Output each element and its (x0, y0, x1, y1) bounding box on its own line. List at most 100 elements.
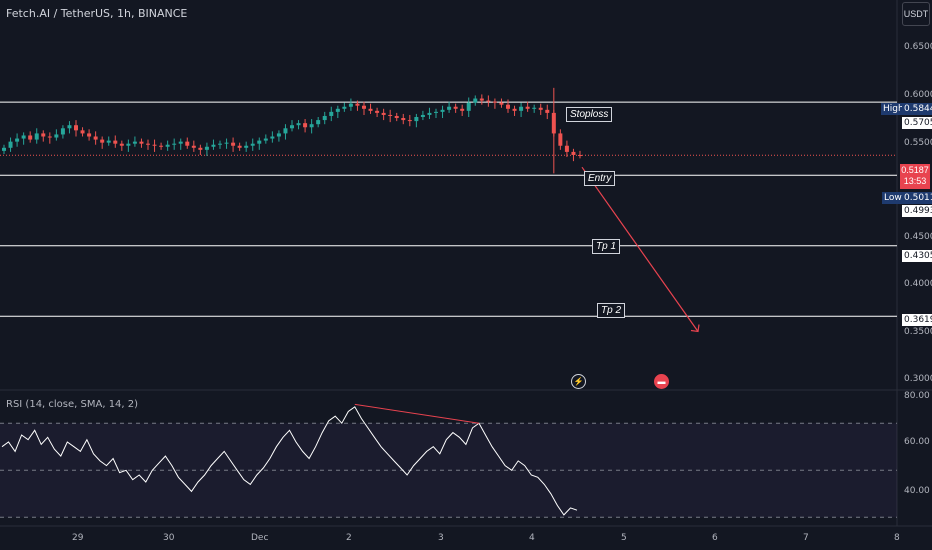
candle-body (8, 141, 13, 148)
candle-body (263, 138, 268, 141)
candle-body (126, 143, 131, 146)
rsi-tick: 80.00 (904, 391, 930, 401)
candle-body (506, 104, 510, 109)
candle-body (473, 98, 478, 103)
candle-body (100, 139, 105, 143)
candle-body (388, 114, 393, 116)
candle-body (283, 128, 288, 134)
low-value: 0.5011 (902, 192, 932, 204)
time-tick: 3 (438, 533, 444, 543)
candle-body (60, 128, 65, 135)
tp2-price-tag: 0.3619 (902, 314, 932, 326)
candle-body (578, 154, 582, 156)
candle-body (257, 140, 262, 144)
rsi-divergence-line (354, 403, 480, 424)
current-price: 0.5187 (901, 165, 929, 175)
rsi-tick: 60.00 (904, 437, 930, 447)
candle-body (172, 143, 177, 145)
stoploss-price-tag: 0.5705 (902, 117, 932, 129)
candle-body (342, 106, 347, 109)
low-label: Low (882, 192, 904, 204)
candle-body (564, 145, 569, 152)
candle-body (159, 145, 164, 147)
candle-body (440, 109, 445, 112)
time-tick: 5 (621, 533, 627, 543)
candle-body (538, 107, 543, 110)
candle-body (453, 106, 458, 109)
currency-button[interactable]: USDT (902, 2, 930, 26)
candle-body (198, 147, 203, 150)
candle-body (191, 145, 196, 148)
candle-body (113, 140, 118, 144)
candle-body (87, 133, 92, 137)
tp1-annotation[interactable]: Tp 1 (592, 239, 621, 254)
time-tick: 29 (72, 533, 84, 543)
arrow-head (690, 324, 700, 333)
rsi-tick: 40.00 (904, 486, 930, 496)
candle-body (119, 143, 124, 146)
candle-body (558, 133, 563, 146)
candle-body (434, 111, 438, 113)
candle-body (420, 114, 425, 117)
time-tick: 30 (163, 533, 175, 543)
candle-body (375, 110, 380, 113)
projection-arrow (581, 166, 699, 332)
candle-body (270, 136, 275, 139)
candle-body (276, 133, 281, 137)
tp2-annotation[interactable]: Tp 2 (597, 303, 626, 318)
candle-body (28, 135, 33, 140)
candle-body (460, 108, 465, 111)
candle-body (368, 108, 373, 111)
candle-body (329, 111, 334, 116)
candle-body (401, 118, 406, 121)
high-value: 0.5844 (902, 103, 932, 115)
lightning-icon[interactable]: ⚡ (571, 374, 586, 389)
candle-body (67, 125, 72, 129)
rsi-line (1, 406, 578, 516)
candle-body (486, 100, 491, 102)
candle-body (303, 123, 308, 128)
candle-body (2, 147, 6, 151)
flag-icon[interactable]: ▬ (654, 374, 669, 389)
entry-price-tag: 0.4993 (902, 205, 932, 217)
candle-body (165, 144, 170, 147)
candle-body (224, 142, 229, 144)
time-tick: 4 (529, 533, 535, 543)
candle-body (34, 133, 39, 140)
candle-body (178, 141, 183, 144)
candle-body (335, 108, 340, 112)
candle-body (316, 120, 321, 125)
candle-body (407, 120, 412, 122)
time-tick: 8 (894, 533, 900, 543)
candle-body (15, 138, 20, 142)
time-tick: Dec (251, 533, 269, 543)
candle-body (414, 117, 419, 122)
candle-body (106, 140, 111, 143)
price-tick: 0.3000 (904, 374, 932, 384)
rsi-title: RSI (14, close, SMA, 14, 2) (6, 399, 139, 410)
current-price-tag: 0.5187 13:53 (900, 164, 930, 189)
candle-body (362, 105, 366, 109)
candle-body (571, 151, 576, 155)
candle-body (211, 144, 216, 147)
stoploss-annotation[interactable]: Stoploss (566, 107, 613, 122)
candle-body (348, 103, 353, 107)
candle-body (322, 115, 327, 121)
symbol-title: Fetch.AI / TetherUS, 1h, BINANCE (6, 7, 188, 20)
candle-body (519, 106, 524, 111)
candle-series (2, 87, 582, 174)
candle-body (218, 143, 222, 145)
candle-body (296, 123, 301, 126)
entry-annotation[interactable]: Entry (584, 171, 616, 186)
candle-body (447, 106, 452, 110)
candle-body (290, 125, 294, 129)
candle-body (492, 101, 497, 103)
candle-body (132, 141, 137, 144)
candle-body (381, 112, 386, 115)
